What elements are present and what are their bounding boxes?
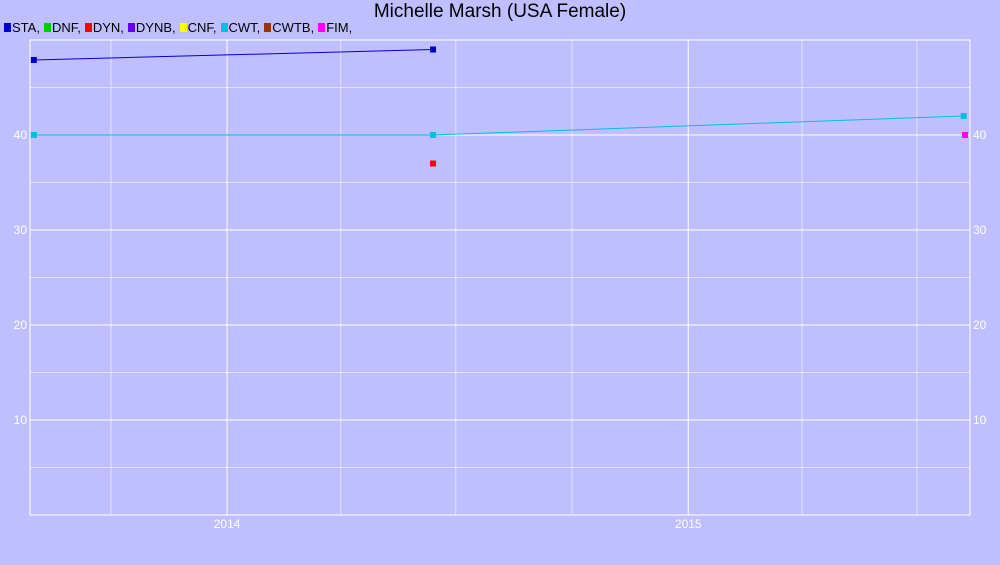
legend-item: DYNB,	[127, 20, 176, 35]
data-point-sta	[30, 56, 37, 63]
legend-swatch	[43, 23, 51, 32]
series-line-sta	[33, 49, 434, 61]
data-point-cwt	[960, 113, 967, 119]
plot-frame	[29, 39, 971, 516]
y-tick-label-right: 20	[973, 318, 987, 332]
legend-swatch	[84, 23, 92, 32]
data-point-cwt	[430, 132, 437, 138]
legend-label: CWTB,	[272, 20, 315, 35]
legend-label: DYN,	[92, 20, 124, 35]
legend-item: FIM,	[318, 20, 352, 35]
legend-swatch	[179, 23, 187, 32]
data-point-sta	[430, 46, 437, 53]
y-tick-label: 40	[14, 128, 28, 142]
data-point-cwt	[30, 132, 37, 138]
y-tick-label: 10	[14, 413, 28, 427]
series-line-cwt	[33, 115, 964, 136]
legend-item: CWTB,	[264, 20, 314, 35]
legend-swatch	[127, 23, 135, 32]
legend-item: DYN,	[84, 20, 124, 35]
y-tick-label-right: 30	[973, 223, 987, 237]
y-tick-label: 20	[14, 318, 28, 332]
legend-label: DYNB,	[135, 20, 176, 35]
y-tick-label: 30	[14, 223, 28, 237]
y-tick-label-right: 10	[973, 413, 987, 427]
legend-swatch	[4, 23, 11, 32]
legend-label: FIM,	[326, 20, 353, 35]
legend-item: STA,	[4, 20, 40, 35]
legend-swatch	[318, 23, 326, 32]
legend-label: CWT,	[228, 20, 261, 35]
legend-label: STA,	[12, 20, 40, 35]
legend-label: DNF,	[51, 20, 81, 35]
y-tick-label-right: 40	[973, 128, 987, 142]
legend-label: CNF,	[187, 20, 217, 35]
data-point-fim	[961, 132, 968, 138]
legend-swatch	[264, 23, 272, 32]
legend: STA, DNF, DYN, DYNB, CNF, CWT, CWTB, FIM,	[4, 20, 356, 35]
x-tick-label: 2014	[214, 517, 241, 531]
legend-item: CWT,	[220, 20, 261, 35]
chart-title: Michelle Marsh (USA Female)	[373, 1, 627, 22]
legend-swatch	[220, 23, 228, 32]
legend-item: DNF,	[43, 20, 81, 35]
data-point-dyn	[430, 160, 437, 167]
x-tick-label: 2015	[675, 517, 702, 531]
legend-item: CNF,	[179, 20, 217, 35]
